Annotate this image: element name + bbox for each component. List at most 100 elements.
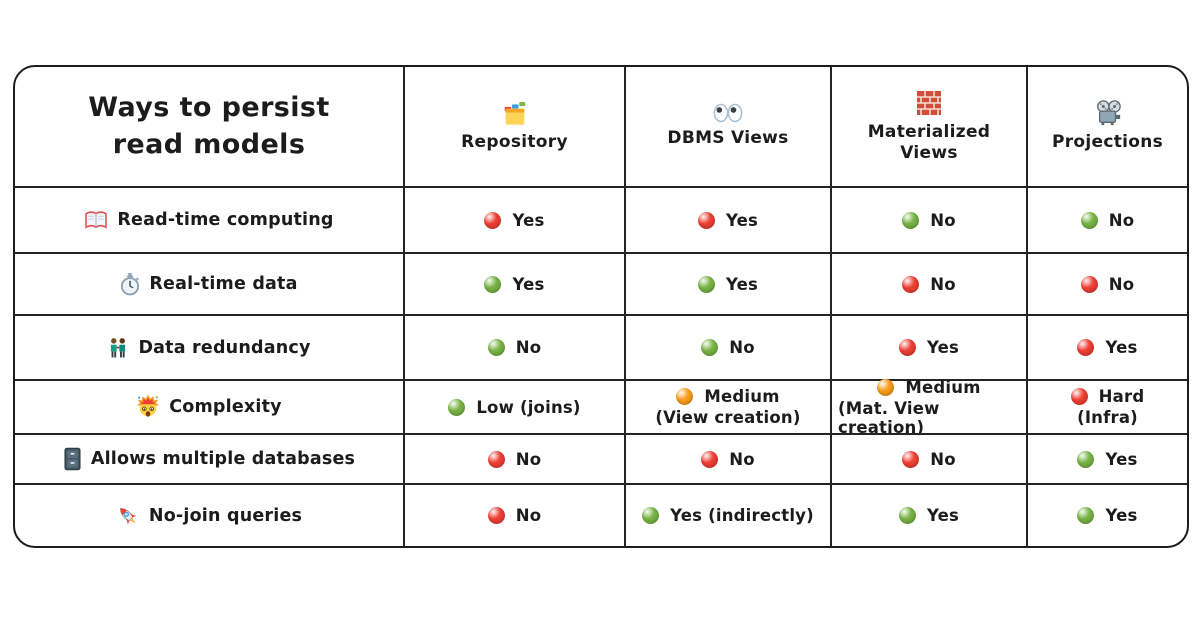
status-dot [902, 450, 920, 468]
status-dot [484, 275, 502, 293]
status-dot [877, 378, 895, 396]
status-dot [701, 339, 719, 356]
status-dot [902, 211, 920, 229]
row-label: Allows multiple databases [90, 449, 356, 469]
column-label: Repository [461, 132, 568, 153]
column-header-repository: Repository [403, 67, 624, 186]
cell-value: Yes [1105, 338, 1138, 357]
cell-value: Medium [905, 377, 981, 397]
cell-real-time-data-projections: No [1026, 252, 1187, 314]
row-label: No-join queries [148, 505, 303, 526]
status-dot [898, 507, 916, 524]
cell-allows-multiple-databases-materialized-views: No [830, 433, 1026, 483]
cell-no-join-queries-dbms-views: Yes (indirectly) [624, 483, 830, 546]
cell-read-time-computing-materialized-views: No [830, 186, 1026, 252]
cell-data-redundancy-projections: Yes [1026, 314, 1187, 379]
status-dot [898, 339, 916, 356]
brick-icon [915, 89, 943, 117]
cell-value: No [930, 274, 956, 294]
row-label-read-time-computing: Read-time computing [15, 186, 403, 252]
status-dot [1077, 450, 1095, 468]
cell-value: Yes [725, 210, 759, 230]
cell-value: Yes [725, 274, 759, 294]
cell-value: No [729, 338, 755, 357]
cell-value: No [515, 506, 542, 525]
cell-real-time-data-dbms-views: Yes [624, 252, 830, 314]
cell-complexity-dbms-views: Medium (View creation) [624, 379, 830, 433]
cell-read-time-computing-projections: No [1026, 186, 1187, 252]
cell-allows-multiple-databases-projections: Yes [1026, 433, 1187, 483]
cell-value: Yes [512, 274, 545, 294]
cell-real-time-data-materialized-views: No [830, 252, 1026, 314]
column-label: DBMS Views [667, 128, 789, 149]
file-cabinet-icon [63, 447, 82, 471]
cell-value: No [729, 449, 755, 469]
cell-value: Medium [704, 387, 780, 406]
two-men-icon [107, 337, 129, 359]
exploding-head-icon [136, 395, 160, 419]
status-dot [1070, 388, 1088, 405]
cell-value: Yes [926, 338, 960, 357]
comparison-table: Ways to persist read models Repository D… [13, 65, 1189, 548]
cell-value: Yes [1105, 506, 1138, 525]
cell-real-time-data-repository: Yes [403, 252, 624, 314]
cell-complexity-materialized-views: Medium (Mat. View creation) [830, 377, 1026, 437]
row-label-no-join-queries: No-join queries [15, 483, 403, 546]
row-label: Read-time computing [117, 210, 334, 230]
row-label-real-time-data: Real-time data [15, 252, 403, 314]
cell-note: (Mat. View creation) [838, 398, 940, 437]
card-index-icon [500, 99, 530, 127]
cell-data-redundancy-dbms-views: No [624, 314, 830, 379]
status-dot [487, 450, 505, 468]
row-label-complexity: Complexity [15, 379, 403, 433]
row-label-allows-multiple-databases: Allows multiple databases [15, 433, 403, 483]
row-label: Complexity [169, 397, 282, 417]
cell-value: Low (joins) [476, 397, 581, 417]
status-dot [487, 507, 505, 524]
column-label: Projections [1051, 132, 1164, 153]
cell-complexity-projections: Hard (Infra) [1026, 379, 1187, 433]
cell-read-time-computing-dbms-views: Yes [624, 186, 830, 252]
column-label: Materialized Views [867, 121, 991, 163]
column-header-projections: Projections [1026, 67, 1187, 186]
eyes-icon [712, 103, 744, 123]
status-dot [487, 339, 505, 356]
cell-value: Yes (indirectly) [670, 506, 814, 525]
status-dot [697, 275, 715, 293]
status-dot [676, 388, 694, 405]
cell-value: No [515, 449, 542, 469]
status-dot [1077, 339, 1095, 356]
table-title-cell: Ways to persist read models [15, 67, 403, 186]
status-dot [448, 398, 466, 416]
column-header-materialized-views: Materialized Views [830, 67, 1026, 186]
cell-value: No [930, 210, 956, 230]
stopwatch-icon [120, 272, 140, 296]
cell-value: No [515, 338, 542, 357]
cell-value: Yes [926, 506, 960, 525]
rocket-icon [116, 504, 140, 528]
status-dot [701, 450, 719, 468]
cell-value: No [930, 449, 956, 469]
cell-note: (View creation) [655, 408, 801, 427]
cell-value: Yes [1105, 449, 1138, 469]
cell-allows-multiple-databases-repository: No [403, 433, 624, 483]
cell-note: (Infra) [1077, 408, 1138, 427]
cell-complexity-repository: Low (joins) [403, 379, 624, 433]
status-dot [1080, 211, 1098, 229]
cell-no-join-queries-projections: Yes [1026, 483, 1187, 546]
cell-value: Hard [1098, 387, 1145, 406]
row-label-data-redundancy: Data redundancy [15, 314, 403, 379]
row-label: Real-time data [149, 274, 298, 294]
status-dot [1077, 507, 1095, 524]
status-dot [642, 507, 660, 524]
cell-data-redundancy-materialized-views: Yes [830, 314, 1026, 379]
column-header-dbms-views: DBMS Views [624, 67, 830, 186]
cell-no-join-queries-repository: No [403, 483, 624, 546]
status-dot [484, 211, 502, 229]
cell-data-redundancy-repository: No [403, 314, 624, 379]
status-dot [1080, 275, 1098, 293]
cell-value: No [1108, 210, 1135, 230]
open-book-icon [84, 210, 108, 230]
cell-value: Yes [512, 210, 545, 230]
